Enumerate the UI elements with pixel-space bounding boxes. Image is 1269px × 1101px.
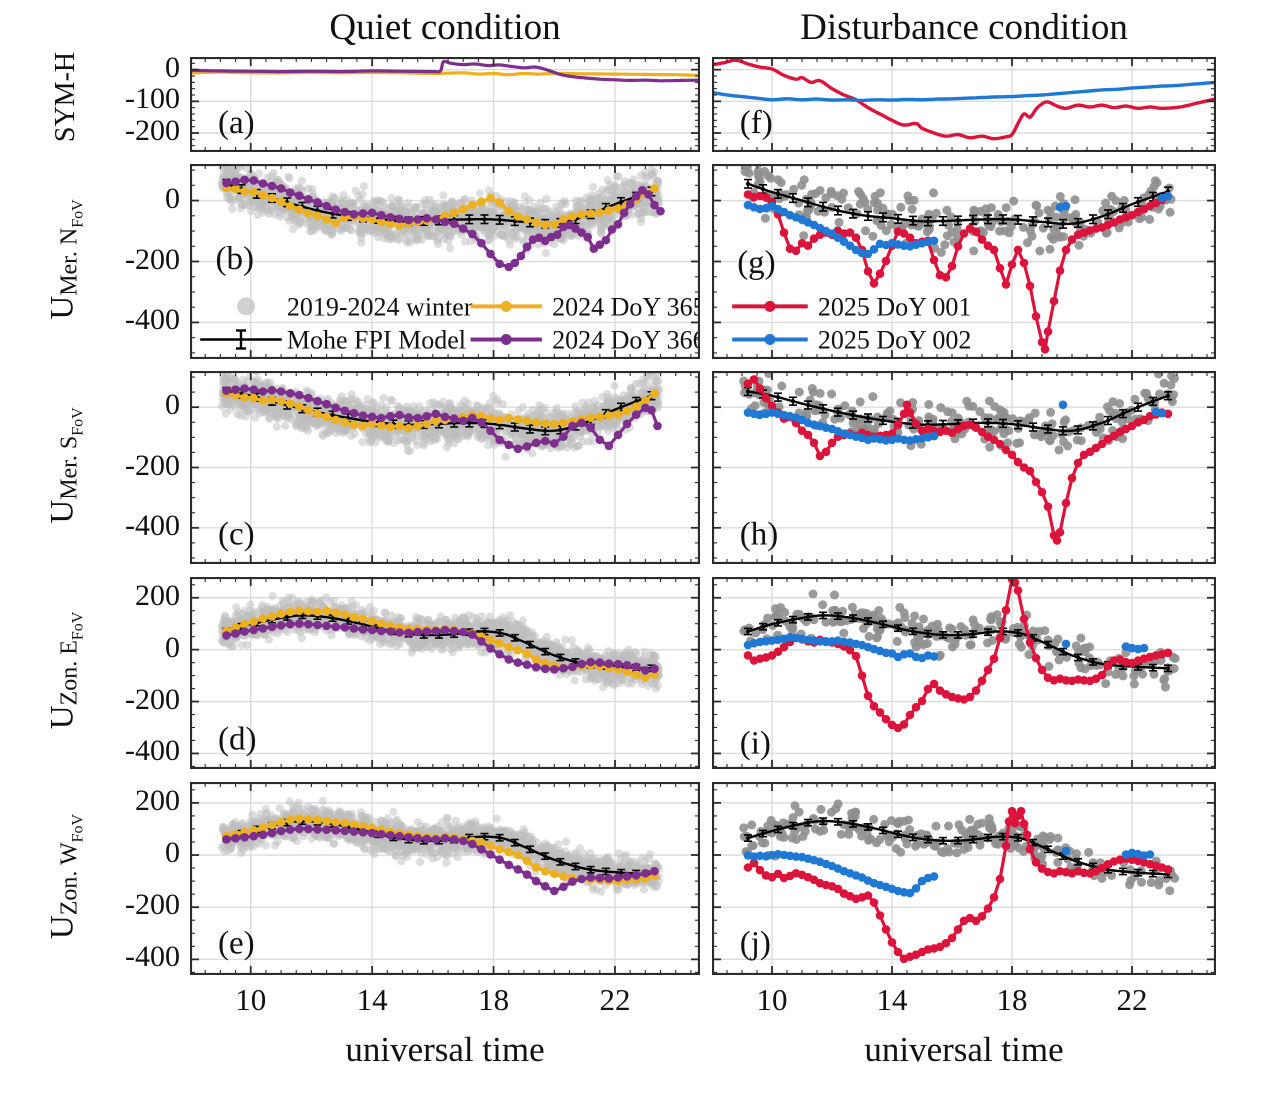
panel-i: (i) [712, 577, 1216, 769]
panel-letter-f: (f) [740, 105, 773, 141]
svg-text:2025 DoY 002: 2025 DoY 002 [818, 326, 972, 355]
panel-b: 2019-2024 winter Mohe FPI Model 2024 DoY 3… [190, 164, 700, 359]
y-tick-label: -400 [125, 734, 180, 768]
series-doy002 [743, 192, 1173, 259]
panel-border [712, 782, 1216, 975]
x-axis-label-quiet: universal time [345, 1030, 545, 1069]
panel-a: (a) [190, 57, 700, 152]
panel-border [712, 371, 1216, 564]
gridlines [712, 57, 1216, 152]
panel-letter-g: (g) [737, 245, 775, 281]
panel-border [712, 164, 1216, 359]
y-tick-label: -200 [125, 682, 180, 716]
series-doy366 [222, 824, 659, 896]
y-tick-label: -200 [125, 448, 180, 482]
panel-h: (h) [712, 371, 1216, 564]
column-title-quiet: Quiet condition [329, 7, 561, 48]
y-axis-label: UZon. WFoV [44, 813, 87, 939]
y-tick-label: 200 [135, 578, 180, 612]
panel-border [712, 57, 1216, 152]
y-tick-label: 0 [165, 50, 180, 84]
y-tick-label: -400 [125, 940, 180, 974]
panel-border [190, 577, 700, 769]
series-doy366 [222, 619, 659, 675]
x-tick-label: 18 [996, 982, 1028, 1017]
model-line [744, 611, 1172, 673]
panel-letter-a: (a) [218, 105, 255, 141]
panel-c: (c) [190, 371, 700, 564]
y-tick-label: 0 [165, 388, 180, 422]
series-doy002 [743, 846, 1155, 898]
series-symh-doy001 [712, 58, 1216, 141]
panel-letter-e: (e) [218, 926, 255, 962]
panel-letter-c: (c) [218, 517, 255, 553]
series-doy001 [743, 806, 1173, 964]
series-doy365 [222, 389, 659, 433]
model-line [744, 817, 1172, 879]
y-tick-label: -200 [125, 114, 180, 147]
y-tick-label: 0 [165, 181, 180, 215]
x-tick-label: 14 [356, 982, 388, 1017]
panel-border [190, 371, 700, 564]
y-tick-label: -400 [125, 508, 180, 542]
panel-letter-h: (h) [740, 517, 778, 553]
x-tick-label: 10 [756, 982, 788, 1017]
y-tick-label: 0 [165, 836, 180, 870]
panel-d: (d) [190, 577, 700, 769]
panel-border [190, 782, 700, 975]
scatter-2019-2024-winter [739, 589, 1180, 692]
panel-letter-i: (i) [740, 726, 771, 762]
svg-text:2024 DoY 366: 2024 DoY 366 [552, 326, 700, 355]
panel-letter-b: (b) [216, 241, 254, 277]
legend: 2025 DoY 001 2025 DoY 002 [732, 292, 972, 355]
panel-border [190, 57, 700, 152]
y-tick-label: 0 [165, 630, 180, 664]
x-tick-label: 22 [599, 982, 631, 1017]
svg-text:Mohe FPI Model: Mohe FPI Model [287, 326, 466, 355]
svg-text:2024 DoY 365: 2024 DoY 365 [552, 292, 700, 321]
series-doy002 [743, 632, 1149, 663]
series-doy366 [222, 384, 662, 454]
x-tick-label: 22 [1116, 982, 1148, 1017]
x-tick-label: 10 [235, 982, 267, 1017]
svg-text:2025 DoY 001: 2025 DoY 001 [818, 292, 972, 321]
panel-g: 2025 DoY 001 2025 DoY 002 (g) [712, 164, 1216, 359]
panel-e: (e) [190, 782, 700, 975]
panel-letter-j: (j) [740, 926, 771, 962]
x-tick-label: 18 [478, 982, 510, 1017]
panel-letter-d: (d) [218, 722, 256, 758]
y-tick-label: -100 [125, 82, 180, 116]
series-doy002 [743, 400, 1167, 445]
y-tick-label: -200 [125, 242, 180, 276]
column-title-disturbance: Disturbance condition [800, 7, 1128, 48]
y-tick-label: 200 [135, 783, 180, 817]
series-symh-doy002 [712, 80, 1216, 103]
svg-text:2019-2024 winter: 2019-2024 winter [287, 292, 473, 321]
panel-border [190, 164, 700, 359]
panel-f: (f) [712, 57, 1216, 152]
y-tick-label: -400 [125, 303, 180, 337]
series-doy366 [222, 175, 665, 272]
y-tick-label: -200 [125, 888, 180, 922]
x-axis-label-disturbance: universal time [864, 1030, 1064, 1069]
legend: 2019-2024 winter Mohe FPI Model 2024 DoY 3… [200, 292, 700, 355]
x-tick-label: 14 [876, 982, 908, 1017]
panel-j: (j) [712, 782, 1216, 975]
panel-border [712, 577, 1216, 769]
